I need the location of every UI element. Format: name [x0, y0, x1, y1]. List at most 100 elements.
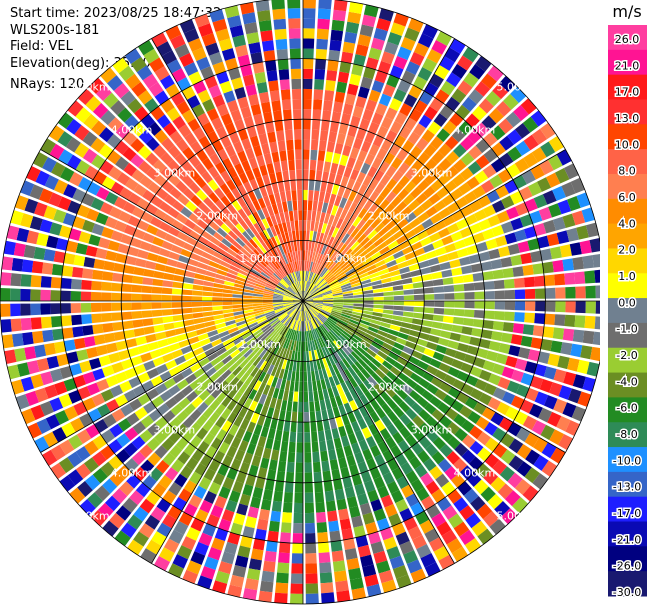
- gate-cell: [64, 405, 79, 421]
- gate-cell: [275, 309, 286, 315]
- gate-cell: [553, 368, 567, 383]
- gate-cell: [333, 340, 342, 350]
- gate-cell: [411, 275, 423, 283]
- gate-cell: [405, 421, 418, 434]
- gate-cell: [363, 225, 374, 237]
- gate-cell: [385, 436, 397, 449]
- gate-cell: [163, 322, 175, 331]
- gate-cell: [153, 556, 171, 571]
- gate-cell: [274, 367, 282, 378]
- gate-cell: [293, 271, 298, 282]
- gate-cell: [459, 167, 474, 181]
- colorbar-swatch: [608, 74, 647, 100]
- gate-cell: [83, 256, 96, 268]
- gate-cell: [262, 302, 273, 306]
- gate-cell: [403, 550, 419, 565]
- gate-cell: [104, 216, 118, 229]
- colorbar-swatch: [608, 546, 647, 572]
- gate-cell: [198, 235, 210, 246]
- gate-cell: [396, 574, 412, 589]
- gate-cell: [307, 271, 311, 282]
- gate-cell: [255, 477, 266, 489]
- gate-cell: [232, 352, 243, 362]
- gate-cell: [309, 319, 314, 330]
- gate-cell: [283, 295, 294, 299]
- gate-cell: [172, 554, 188, 569]
- spoke-line: [40, 300, 304, 453]
- gate-cell: [464, 396, 478, 410]
- gate-cell: [227, 532, 241, 545]
- gate-cell: [325, 367, 332, 378]
- gate-cell: [44, 342, 57, 356]
- gate-cell: [507, 472, 523, 489]
- gate-cell: [431, 451, 445, 465]
- gate-cell: [276, 284, 286, 291]
- gate-cell: [317, 279, 326, 288]
- gate-cell: [459, 505, 475, 521]
- gate-cell: [109, 206, 123, 219]
- gate-cell: [313, 252, 319, 263]
- colorbar-swatch: [608, 521, 647, 547]
- gate-cell: [354, 331, 365, 339]
- gate-cell: [277, 562, 290, 574]
- gate-cell: [278, 409, 286, 421]
- gate-cell: [161, 240, 174, 251]
- gate-cell: [348, 339, 358, 348]
- gate-cell: [59, 439, 75, 456]
- gate-cell: [524, 361, 538, 374]
- gate-cell: [348, 190, 358, 202]
- gate-cell: [292, 99, 302, 110]
- gate-cell: [40, 303, 51, 315]
- gate-cell: [152, 278, 164, 287]
- gate-cell: [248, 42, 262, 55]
- gate-cell: [314, 400, 321, 412]
- gate-cell: [318, 232, 325, 244]
- colorbar-tick-label: -26.0: [613, 560, 641, 573]
- gate-cell: [548, 135, 564, 153]
- gate-cell: [454, 301, 465, 308]
- gate-cell: [303, 381, 308, 392]
- gate-cell: [176, 379, 189, 391]
- gate-cell: [356, 219, 366, 230]
- gate-cell: [389, 224, 401, 235]
- gate-cell: [296, 361, 300, 372]
- gate-cell: [348, 253, 358, 263]
- gate-cell: [105, 191, 119, 205]
- gate-cell: [406, 257, 418, 266]
- gate-cell: [403, 153, 417, 167]
- gate-cell: [278, 542, 291, 554]
- gate-cell: [338, 123, 349, 135]
- gate-cell: [351, 587, 366, 600]
- gate-cell: [342, 144, 352, 157]
- gate-cell: [108, 166, 123, 180]
- gate-cell: [471, 520, 488, 537]
- gate-cell: [169, 130, 183, 145]
- gate-cell: [360, 162, 371, 175]
- gate-cell: [66, 351, 79, 364]
- gate-cell: [144, 260, 157, 270]
- gate-cell: [263, 153, 273, 165]
- gate-cell: [393, 12, 409, 27]
- gate-cell: [450, 188, 463, 201]
- gate-cell: [98, 237, 111, 249]
- gate-cell: [264, 252, 273, 262]
- gate-cell: [327, 277, 337, 285]
- gate-cell: [202, 419, 214, 432]
- gate-cell: [232, 290, 244, 295]
- gate-cell: [539, 379, 553, 393]
- gate-cell: [543, 219, 557, 234]
- gate-cell: [127, 514, 143, 530]
- gate-cell: [336, 498, 348, 511]
- gate-cell: [303, 109, 312, 120]
- gate-cell: [439, 330, 452, 339]
- gate-cell: [594, 316, 600, 330]
- gate-cell: [121, 358, 134, 370]
- gate-cell: [367, 361, 379, 372]
- gate-cell: [381, 579, 397, 593]
- gate-cell: [29, 216, 43, 231]
- gate-cell: [343, 303, 354, 306]
- gate-cell: [309, 360, 315, 372]
- nrays-label: NRays: 120: [10, 77, 85, 92]
- gate-cell: [303, 301, 313, 305]
- gate-cell: [120, 233, 133, 245]
